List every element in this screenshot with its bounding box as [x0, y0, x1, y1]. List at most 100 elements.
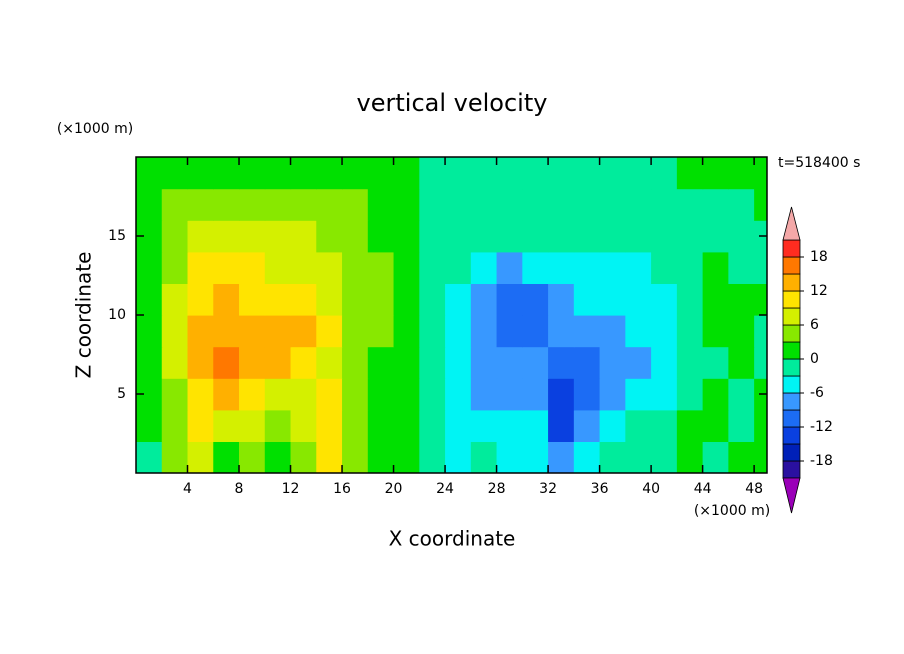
field-cell [136, 283, 163, 316]
field-cell [651, 220, 678, 253]
field-cell [625, 346, 652, 379]
colorbar-box [782, 341, 801, 360]
field-cell [522, 409, 549, 442]
field-cell [342, 188, 369, 221]
field-cell [548, 441, 575, 473]
field-cell [599, 378, 626, 411]
field-cell [239, 157, 266, 190]
field-cell [161, 157, 189, 190]
field-cell [702, 441, 729, 473]
field-cell [445, 220, 472, 253]
field-cell [522, 283, 549, 316]
field-cell [702, 220, 729, 253]
colorbar-tick-label: 0 [810, 351, 819, 367]
colorbar-box [782, 273, 801, 292]
field-cell [522, 346, 549, 379]
field-cell [419, 157, 446, 190]
field-cell [161, 188, 189, 221]
x-tick-label: 36 [591, 481, 609, 497]
colorbar-box [782, 426, 801, 445]
field-cell [264, 441, 292, 473]
field-cell [419, 251, 446, 284]
x-tick-label: 4 [183, 481, 192, 497]
field-cell [393, 251, 420, 284]
field-cell [599, 251, 626, 284]
field-cell [676, 441, 704, 473]
field-cell [342, 315, 369, 348]
field-cell [728, 283, 755, 316]
field-cell [187, 220, 214, 253]
field-cell [264, 378, 292, 411]
field-cell [213, 315, 240, 348]
field-cell [161, 220, 189, 253]
field-cell [264, 220, 292, 253]
field-cell [161, 251, 189, 284]
field-cell [522, 157, 549, 190]
field-cell [548, 315, 575, 348]
field-cell [651, 251, 678, 284]
field-cell [651, 283, 678, 316]
field-cell [264, 409, 292, 442]
field-cell [161, 441, 189, 473]
field-cell [470, 378, 498, 411]
contour-field [136, 157, 767, 473]
field-cell [187, 283, 214, 316]
field-cell [754, 441, 767, 473]
colorbar-box [782, 290, 801, 309]
field-cell [136, 346, 163, 379]
field-cell [213, 188, 240, 221]
field-cell [239, 409, 266, 442]
field-cell [290, 188, 317, 221]
field-cell [470, 315, 498, 348]
colorbar-box [782, 375, 801, 394]
field-cell [342, 441, 369, 473]
field-cell [445, 188, 472, 221]
x-axis-label: X coordinate [389, 527, 516, 551]
field-cell [445, 346, 472, 379]
field-cell [342, 220, 369, 253]
field-cell [728, 251, 755, 284]
field-cell [702, 251, 729, 284]
field-cell [239, 251, 266, 284]
field-cell [599, 346, 626, 379]
field-cell [573, 157, 601, 190]
x-tick-label: 40 [642, 481, 660, 497]
colorbar-over [782, 206, 801, 241]
field-cell [342, 378, 369, 411]
field-cell [599, 220, 626, 253]
field-cell [290, 251, 317, 284]
field-cell [470, 283, 498, 316]
field-cell [367, 220, 395, 253]
field-cell [470, 441, 498, 473]
field-cell [702, 378, 729, 411]
field-cell [290, 220, 317, 253]
field-cell [651, 315, 678, 348]
field-cell [470, 157, 498, 190]
field-cell [161, 315, 189, 348]
field-cell [573, 220, 601, 253]
field-cell [445, 251, 472, 284]
field-cell [445, 441, 472, 473]
colorbar-tick-label: 12 [810, 283, 828, 299]
field-cell [496, 251, 523, 284]
field-cell [470, 409, 498, 442]
field-cell [393, 346, 420, 379]
field-cell [316, 283, 343, 316]
colorbar-box [782, 409, 801, 428]
field-cell [419, 283, 446, 316]
field-cell [290, 441, 317, 473]
field-cell [728, 220, 755, 253]
field-cell [496, 441, 523, 473]
field-cell [754, 157, 767, 190]
field-cell [316, 346, 343, 379]
field-cell [573, 283, 601, 316]
field-cell [213, 441, 240, 473]
colorbar-tick-label: 18 [810, 249, 828, 265]
field-cell [187, 378, 214, 411]
x-tick-label: 28 [488, 481, 506, 497]
field-cell [702, 409, 729, 442]
colorbar-box [782, 443, 801, 462]
field-cell [651, 409, 678, 442]
y-axis-label: Z coordinate [72, 252, 96, 379]
field-cell [573, 346, 601, 379]
